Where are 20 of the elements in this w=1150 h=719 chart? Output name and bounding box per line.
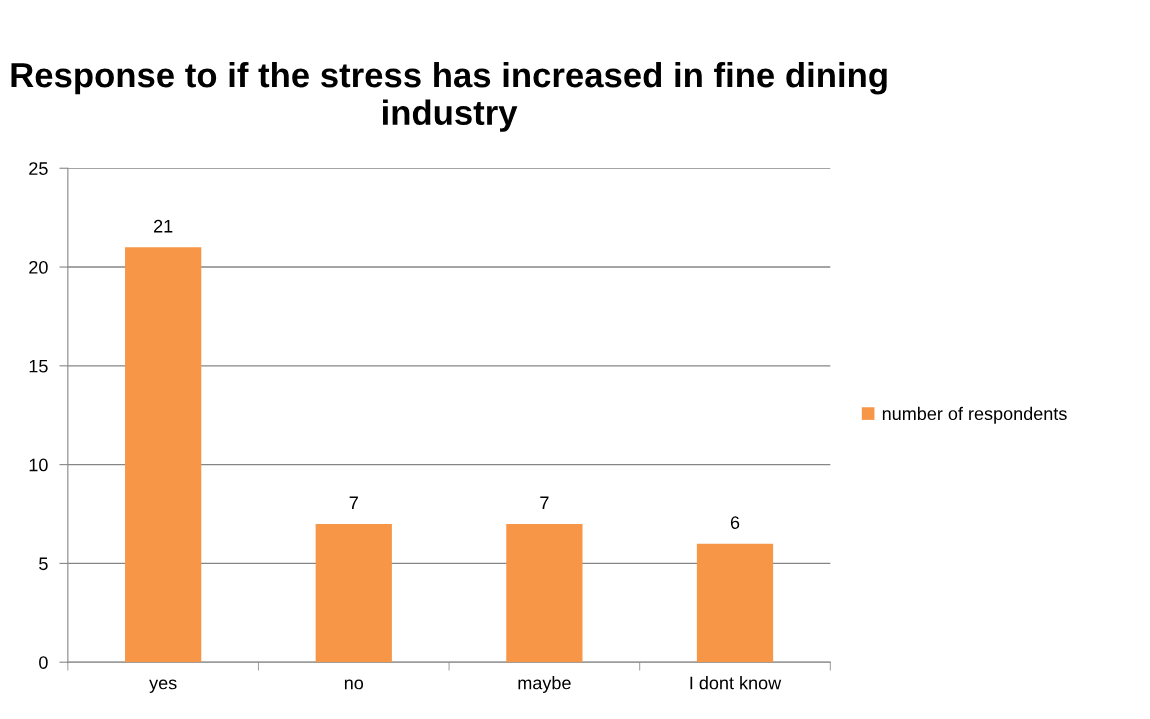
x-tick-label: maybe <box>518 676 571 693</box>
bar <box>315 523 392 663</box>
y-tick-label: 25 <box>29 162 48 175</box>
chart-title: Response to if the stress has increased in fine dining industry <box>11 61 887 132</box>
y-tick-label: 20 <box>29 260 48 274</box>
data-label: 7 <box>540 496 549 510</box>
bar <box>506 523 583 663</box>
data-label: 6 <box>730 516 740 529</box>
x-tick-label: no <box>344 679 364 690</box>
x-tick-label: I dont know <box>690 676 782 690</box>
data-label: 7 <box>349 496 358 510</box>
y-tick-label: 15 <box>29 359 48 373</box>
data-label: 21 <box>154 219 173 233</box>
y-tick-label: 0 <box>39 656 48 669</box>
bar <box>696 543 774 663</box>
y-tick-label: 10 <box>29 458 48 472</box>
bar <box>125 247 202 663</box>
legend-label: number of respondents <box>882 406 1067 424</box>
x-tick-label: yes <box>149 679 177 693</box>
y-tick-label: 5 <box>39 557 48 571</box>
